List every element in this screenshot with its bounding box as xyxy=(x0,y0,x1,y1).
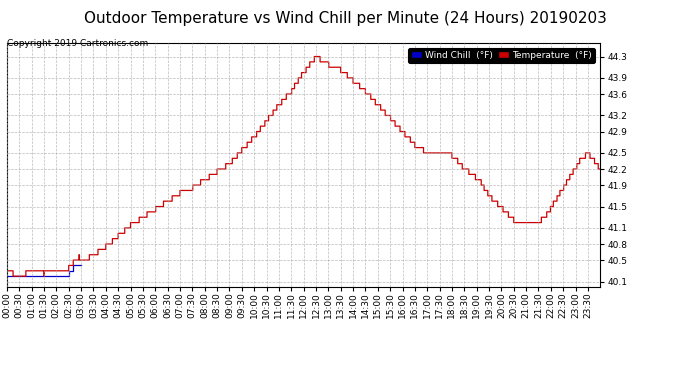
Text: Outdoor Temperature vs Wind Chill per Minute (24 Hours) 20190203: Outdoor Temperature vs Wind Chill per Mi… xyxy=(83,11,607,26)
Text: Copyright 2019 Cartronics.com: Copyright 2019 Cartronics.com xyxy=(7,39,148,48)
Legend: Wind Chill  (°F), Temperature  (°F): Wind Chill (°F), Temperature (°F) xyxy=(408,48,595,63)
